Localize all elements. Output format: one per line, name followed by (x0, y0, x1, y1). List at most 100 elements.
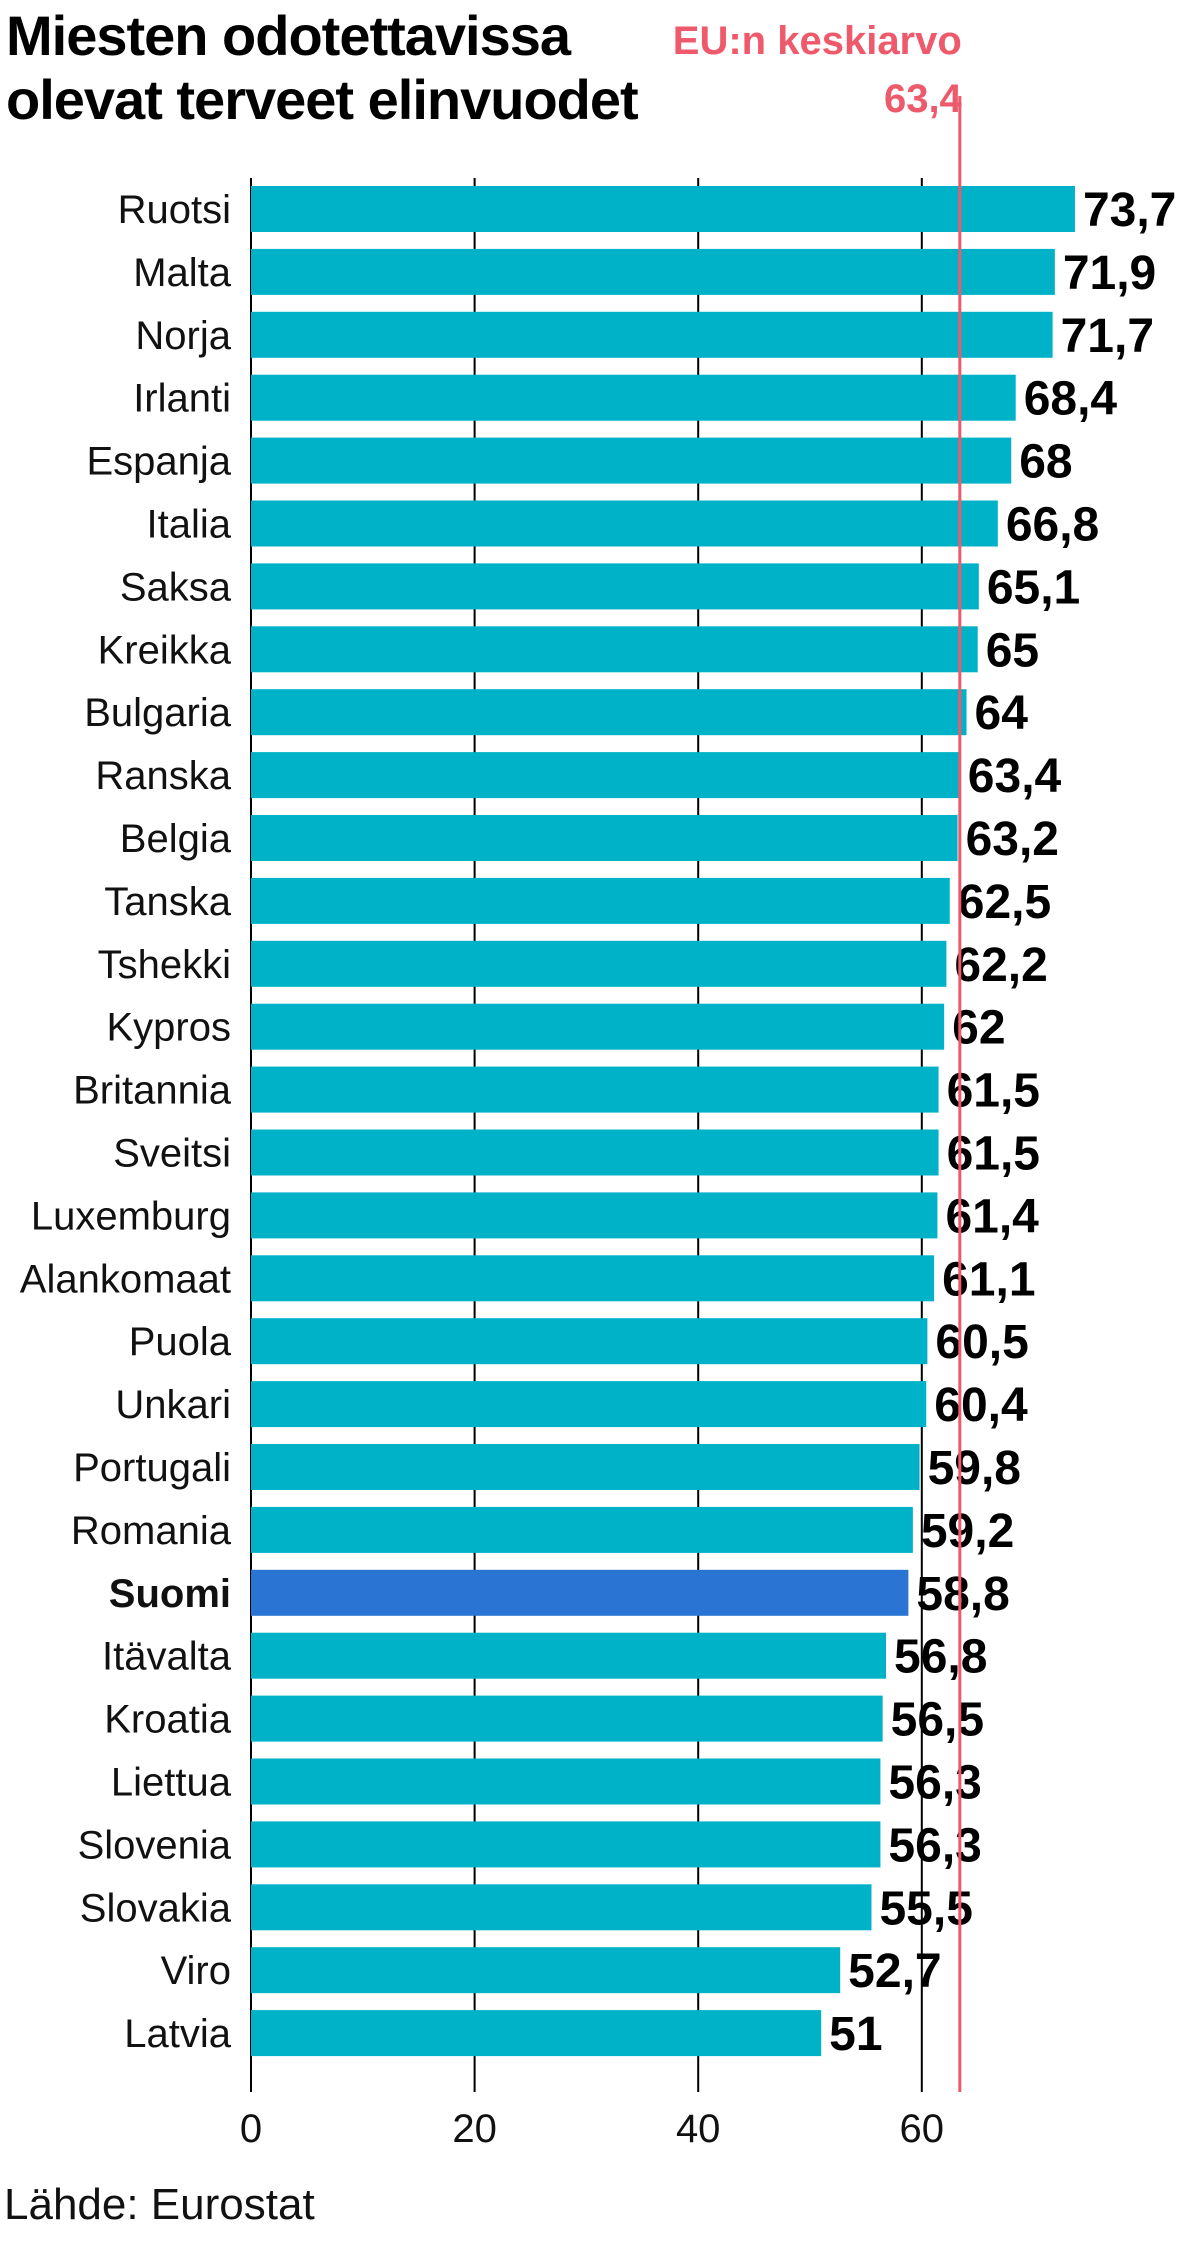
bar-13 (251, 940, 947, 987)
category-label-22: Romania (71, 1509, 232, 1553)
value-label-4: 68,4 (1024, 373, 1118, 426)
reference-line-label-text: EU:n keskiarvo (672, 19, 962, 63)
value-label-15: 61,5 (947, 1065, 1040, 1118)
category-label-20: Unkari (115, 1383, 231, 1427)
value-label-30: 51 (829, 2008, 882, 2061)
category-label-27: Slovenia (78, 1823, 232, 1867)
bar-15 (251, 1066, 939, 1113)
value-label-21: 59,8 (928, 1442, 1021, 1495)
category-label-15: Britannia (73, 1069, 232, 1113)
bar-9 (251, 689, 967, 736)
reference-line-label: EU:n keskiarvo 63,4 (673, 12, 962, 128)
bar-19 (251, 1318, 928, 1365)
bar-24 (251, 1632, 887, 1679)
value-label-5: 68 (1019, 436, 1072, 489)
category-label-10: Ranska (95, 754, 231, 798)
chart-title-line-2: olevat terveet elinvuodet (6, 68, 639, 131)
category-label-1: Ruotsi (118, 188, 231, 232)
bar-8 (251, 626, 978, 673)
category-label-6: Italia (147, 503, 232, 547)
category-label-5: Espanja (86, 440, 231, 484)
category-label-13: Tshekki (98, 943, 231, 987)
category-label-28: Slovakia (80, 1886, 232, 1930)
bar-7 (251, 563, 979, 610)
bar-10 (251, 752, 960, 799)
value-label-1: 73,7 (1083, 184, 1176, 237)
bar-22 (251, 1506, 913, 1553)
category-label-19: Puola (129, 1320, 232, 1364)
bar-chart: Ruotsi 73,7 Malta 71,9 Norja 71,7 Irlanti 68,4 E… (20, 96, 1176, 2151)
source-note: Lähde: Eurostat (4, 2180, 315, 2229)
category-label-12: Tanska (104, 880, 231, 924)
value-label-29: 52,7 (848, 1945, 941, 1998)
category-label-29: Viro (161, 1949, 231, 1993)
category-label-7: Saksa (120, 565, 232, 609)
category-label-14: Kypros (107, 1006, 232, 1050)
bar-16 (251, 1129, 939, 1176)
bar-25 (251, 1695, 883, 1742)
value-label-26: 56,3 (888, 1757, 981, 1810)
bar-4 (251, 374, 1016, 421)
bar-12 (251, 877, 950, 924)
chart-title: Miesten odotettavissa olevat terveet eli… (6, 4, 666, 132)
bar-14 (251, 1003, 945, 1050)
value-label-23: 58,8 (916, 1568, 1009, 1621)
value-label-2: 71,9 (1063, 247, 1156, 300)
value-label-19: 60,5 (935, 1316, 1028, 1369)
category-label-26: Liettua (111, 1761, 232, 1805)
value-label-10: 63,4 (968, 750, 1062, 803)
category-label-30: Latvia (124, 2012, 231, 2056)
bar-30 (251, 2010, 822, 2057)
bar-2 (251, 248, 1055, 295)
bar-11 (251, 815, 958, 861)
bar-17 (251, 1192, 938, 1239)
value-label-18: 61,1 (942, 1253, 1035, 1306)
bar-1 (251, 186, 1075, 232)
category-label-11: Belgia (120, 817, 232, 861)
bar-27 (251, 1821, 881, 1868)
reference-line-label-value: 63,4 (883, 77, 962, 121)
x-tick-label-60: 60 (900, 2107, 945, 2151)
value-label-22: 59,2 (921, 1505, 1014, 1558)
bar-6 (251, 500, 998, 547)
category-label-24: Itävalta (102, 1635, 232, 1679)
bar-26 (251, 1758, 881, 1805)
category-label-21: Portugali (73, 1446, 231, 1490)
value-label-13: 62,2 (954, 939, 1047, 992)
category-label-25: Kroatia (104, 1698, 231, 1742)
category-label-18: Alankomaat (20, 1257, 231, 1301)
bar-21 (251, 1444, 920, 1490)
value-label-8: 65 (986, 624, 1039, 677)
value-label-27: 56,3 (888, 1819, 981, 1872)
category-label-2: Malta (133, 251, 232, 295)
value-label-6: 66,8 (1006, 499, 1099, 552)
value-label-20: 60,4 (934, 1379, 1028, 1432)
x-tick-label-40: 40 (676, 2107, 721, 2151)
value-label-12: 62,5 (958, 876, 1051, 929)
x-tick-label-0: 0 (240, 2107, 262, 2151)
chart-title-line-1: Miesten odotettavissa (6, 4, 571, 67)
value-label-24: 56,8 (894, 1631, 987, 1684)
value-label-28: 55,5 (879, 1882, 972, 1935)
category-label-17: Luxemburg (31, 1194, 231, 1238)
bar-28 (251, 1884, 872, 1931)
category-label-4: Irlanti (133, 377, 231, 421)
bar-29 (251, 1947, 841, 1994)
category-label-8: Kreikka (98, 628, 232, 672)
bar-5 (251, 437, 1012, 484)
bar-20 (251, 1381, 927, 1428)
value-label-16: 61,5 (947, 1128, 1040, 1181)
category-label-23: Suomi (109, 1572, 231, 1616)
x-tick-label-20: 20 (452, 2107, 497, 2151)
value-label-3: 71,7 (1061, 310, 1154, 363)
value-label-11: 63,2 (966, 813, 1059, 866)
value-label-9: 64 (975, 687, 1029, 740)
value-label-7: 65,1 (987, 561, 1080, 614)
category-label-3: Norja (135, 314, 231, 358)
bar-23 (251, 1569, 909, 1616)
bar-18 (251, 1255, 935, 1302)
category-label-9: Bulgaria (84, 691, 232, 735)
bar-3 (251, 311, 1053, 358)
value-label-25: 56,5 (891, 1694, 984, 1747)
category-label-16: Sveitsi (113, 1132, 231, 1176)
